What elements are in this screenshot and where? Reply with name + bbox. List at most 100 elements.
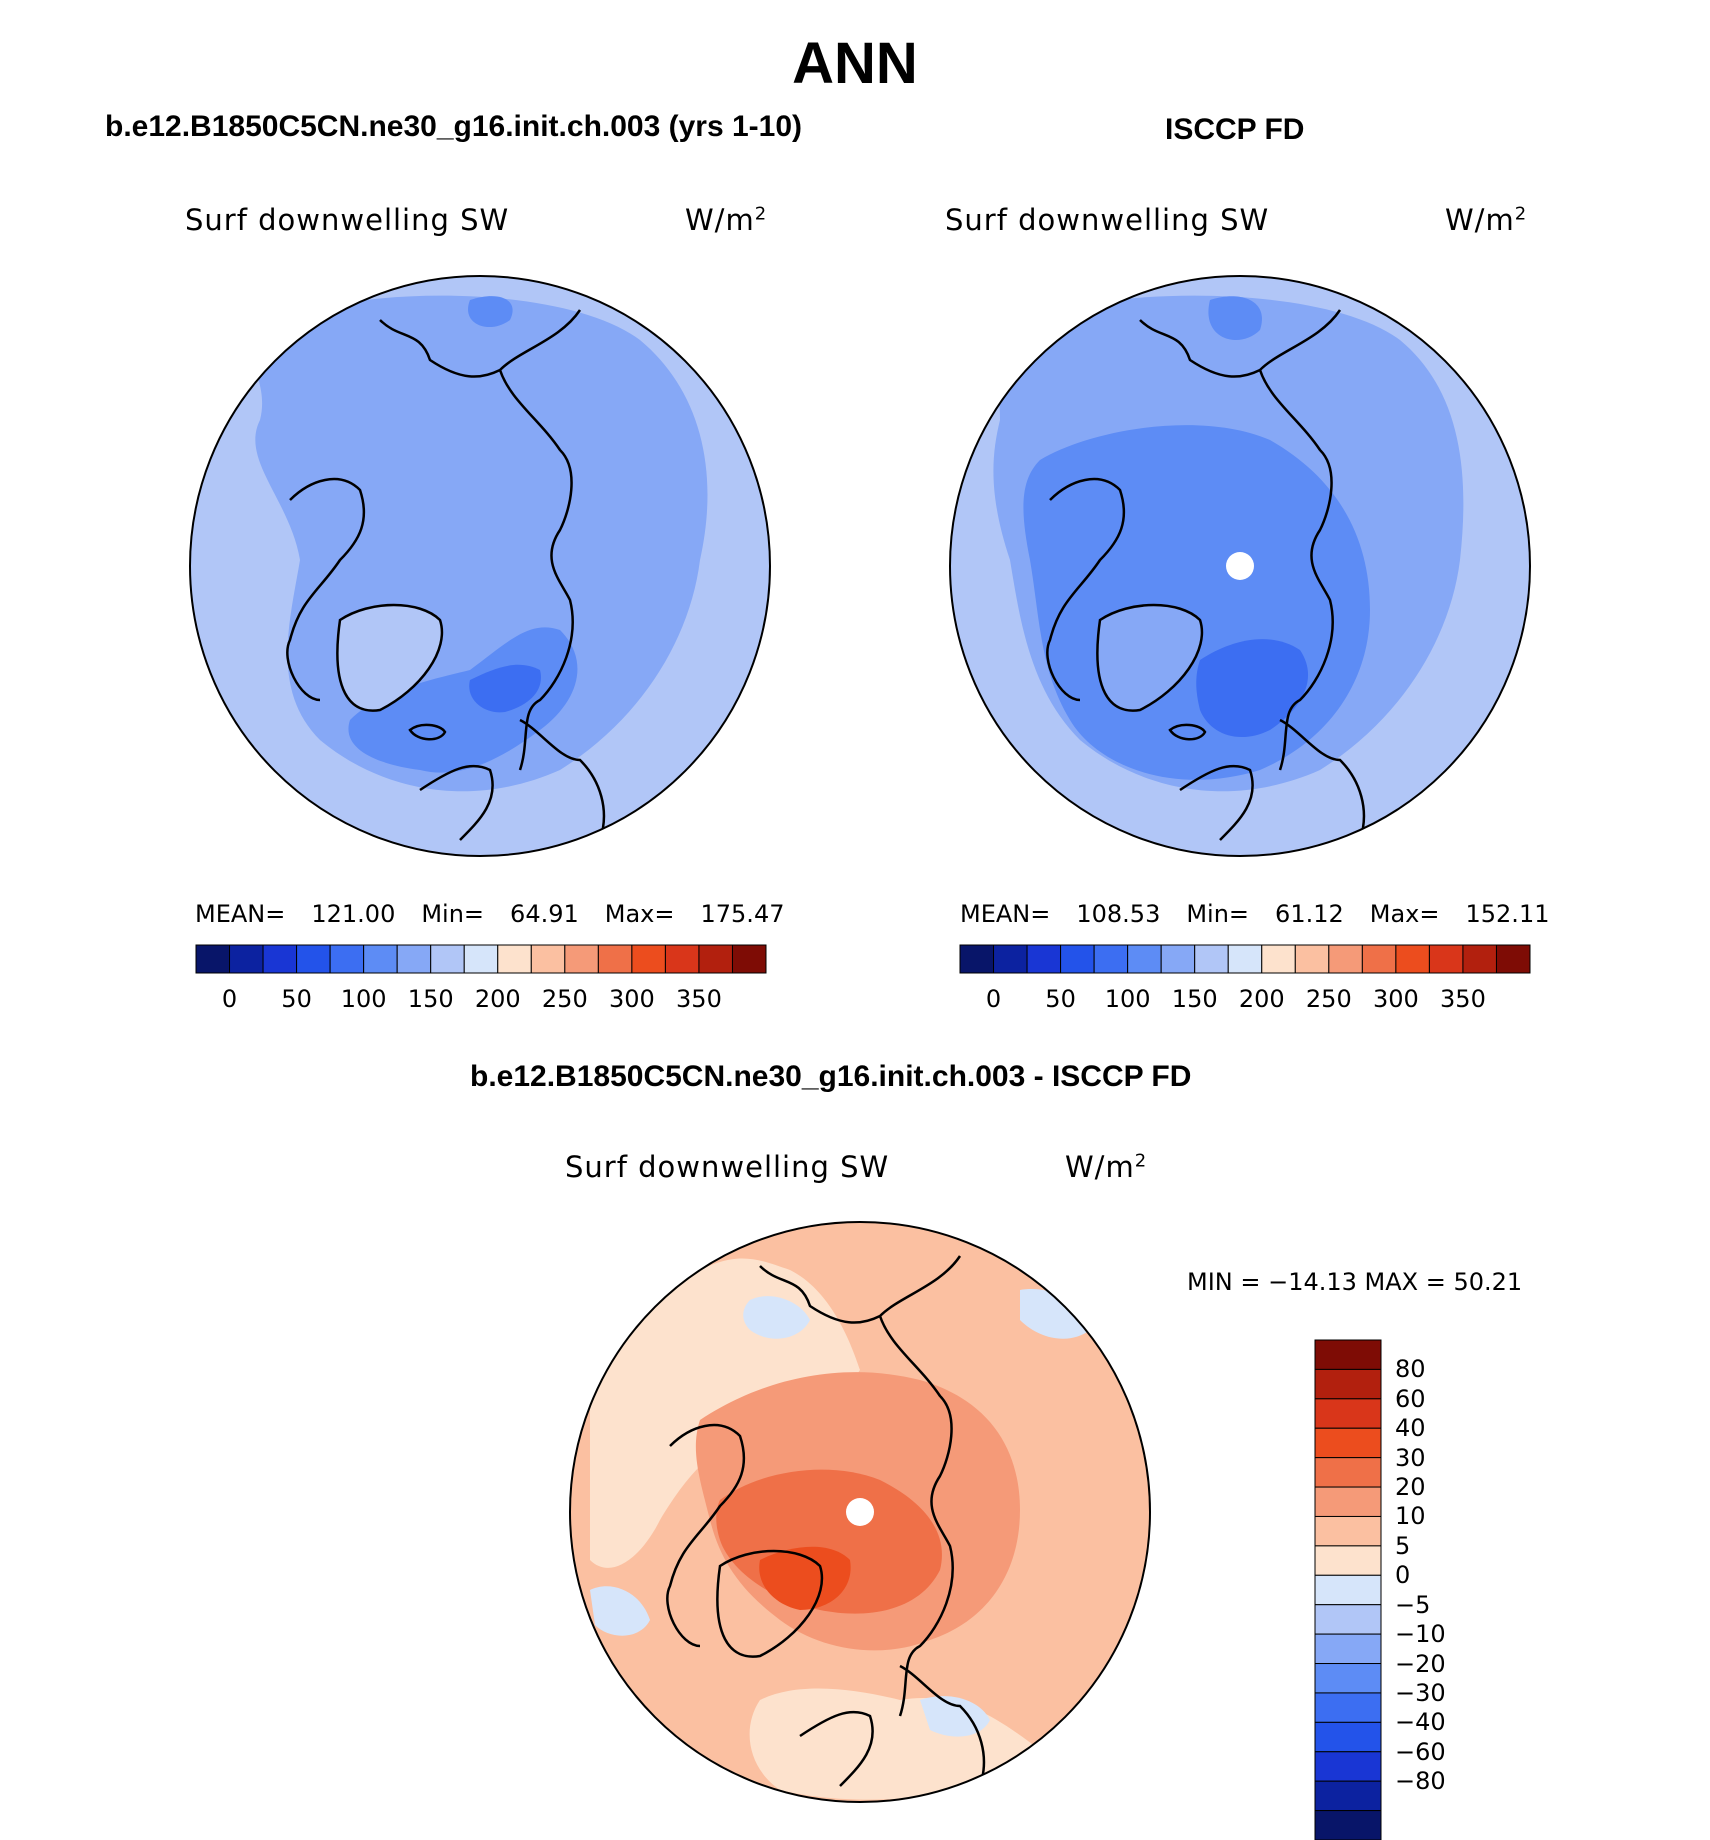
model-field-contour-150 <box>469 664 541 713</box>
obs-max-value: 152.11 <box>1465 900 1550 928</box>
model-colorbar-swatch <box>229 944 264 974</box>
diff-colorbar-tick-label: 5 <box>1395 1531 1411 1560</box>
obs-colorbar-swatch <box>1428 944 1464 974</box>
diff-colorbar-tick-label: −5 <box>1395 1590 1431 1619</box>
obs-panel-title: ISCCP FD <box>1165 113 1305 146</box>
model-coastline-eurasia <box>419 718 606 841</box>
diff-colorbar-ticks: 80 60 40 30 20 10 5 0 −5 −10 −20 −30 −40 −60 −80 <box>1395 1340 1515 1840</box>
obs-colorbar-swatch <box>1227 944 1263 974</box>
obs-field-contour-110 <box>993 295 1464 792</box>
obs-coastline-north-america <box>1046 309 1342 771</box>
diff-variable-label: Surf downwelling SW <box>565 1150 890 1184</box>
obs-colorbar-swatch <box>1261 944 1296 974</box>
diff-field-contour-neg5b <box>1020 1289 1090 1339</box>
obs-min-value: 61.12 <box>1275 900 1344 928</box>
model-colorbar-swatch <box>530 944 566 974</box>
diff-colorbar-swatch <box>1314 1457 1382 1488</box>
model-colorbar-swatch <box>698 944 733 974</box>
obs-colorbar-swatch <box>1294 944 1330 974</box>
model-colorbar-swatch <box>262 944 298 974</box>
model-colorbar-swatch <box>195 944 231 974</box>
model-field-contour-110 <box>252 295 708 792</box>
diff-stats: MIN = −14.13 MAX = 50.21 <box>1187 1268 1523 1296</box>
obs-colorbar-swatch <box>1160 944 1196 974</box>
diff-colorbar-swatch <box>1314 1398 1382 1429</box>
diff-colorbar <box>1314 1339 1382 1840</box>
diff-panel-title: b.e12.B1850C5CN.ne30_g16.init.ch.003 - I… <box>470 1060 1192 1093</box>
diff-coastline-north-america <box>666 1255 962 1717</box>
model-colorbar-swatch <box>463 944 499 974</box>
diff-colorbar-swatch <box>1314 1721 1382 1753</box>
model-mean-value: 121.00 <box>311 900 396 928</box>
diff-colorbar-swatch <box>1314 1604 1382 1635</box>
model-field-background <box>190 276 770 856</box>
diff-field-contour-pos0 <box>590 1258 860 1568</box>
obs-colorbar-swatch <box>1361 944 1397 974</box>
model-coastline-iceland <box>408 723 447 741</box>
obs-colorbar-swatch <box>1495 944 1531 974</box>
diff-field-contour-pos30 <box>759 1546 851 1610</box>
diff-colorbar-tick-label: −30 <box>1395 1678 1446 1707</box>
obs-stats: MEAN= 108.53 Min= 61.12 Max= 152.11 <box>960 900 1550 928</box>
diff-colorbar-tick-label: 0 <box>1395 1561 1411 1590</box>
model-min-value: 64.91 <box>510 900 579 928</box>
diff-colorbar-tick-label: 60 <box>1395 1384 1426 1413</box>
diff-colorbar-swatch <box>1314 1515 1382 1547</box>
obs-colorbar-tick-label: 250 <box>1305 985 1352 1013</box>
model-colorbar-swatch <box>497 944 532 974</box>
model-colorbar-tick-label: 100 <box>340 985 387 1013</box>
model-colorbar-tick-label: 0 <box>221 985 238 1013</box>
model-colorbar-tick-label: 200 <box>474 985 521 1013</box>
obs-field-contour-150 <box>1196 639 1309 738</box>
diff-field-contour-pos0b <box>749 1688 1040 1800</box>
diff-colorbar-swatch <box>1314 1339 1382 1370</box>
figure-title: ANN <box>792 31 918 96</box>
obs-colorbar <box>959 944 1531 974</box>
model-variable-label: Surf downwelling SW <box>185 203 510 237</box>
model-colorbar-swatch <box>631 944 666 974</box>
diff-colorbar-swatch <box>1314 1486 1382 1517</box>
model-units-label: W/m2 <box>685 203 768 237</box>
model-colorbar-tick-label: 150 <box>407 985 454 1013</box>
model-colorbar-tick-label: 350 <box>676 985 722 1013</box>
obs-field-contour-130b <box>1208 296 1262 340</box>
obs-colorbar-tick-label: 350 <box>1440 985 1486 1013</box>
model-coastline-greenland <box>336 603 444 712</box>
diff-colorbar-swatch <box>1314 1427 1382 1459</box>
diff-colorbar-tick-label: −40 <box>1395 1708 1446 1737</box>
obs-pole-missing <box>1226 552 1254 580</box>
model-stats: MEAN= 121.00 Min= 64.91 Max= 175.47 <box>195 900 785 928</box>
obs-colorbar-tick-label: 100 <box>1104 985 1151 1013</box>
model-colorbar-swatch <box>363 944 398 974</box>
model-colorbar-swatch <box>430 944 465 974</box>
obs-colorbar-swatch <box>1462 944 1497 974</box>
obs-field-contour-130 <box>1023 425 1370 780</box>
diff-colorbar-tick-label: −80 <box>1395 1767 1446 1796</box>
diff-colorbar-tick-label: 20 <box>1395 1473 1426 1502</box>
model-greenland-fill <box>337 605 442 711</box>
diff-field-background <box>570 1222 1150 1802</box>
diff-colorbar-tick-label: 10 <box>1395 1502 1426 1531</box>
model-colorbar-swatch <box>564 944 599 974</box>
model-colorbar-tick-label: 300 <box>608 985 655 1013</box>
obs-colorbar-swatch <box>1328 944 1363 974</box>
obs-colorbar-ticks: 0 50 100 150 200 250 300 350 <box>960 985 1530 1015</box>
model-colorbar-tick-label: 250 <box>541 985 588 1013</box>
diff-colorbar-tick-label: −60 <box>1395 1737 1446 1766</box>
diff-field-contour-neg5 <box>743 1296 810 1339</box>
diff-field-contour-neg5d <box>920 1696 990 1737</box>
model-colorbar-swatch <box>664 944 700 974</box>
diff-colorbar-swatch <box>1314 1692 1382 1723</box>
obs-colorbar-swatch <box>959 944 995 974</box>
diff-colorbar-tick-label: −10 <box>1395 1620 1446 1649</box>
model-colorbar-ticks: 0 50 100 150 200 250 300 350 <box>196 985 766 1015</box>
diff-colorbar-tick-label: 30 <box>1395 1443 1426 1472</box>
model-field-contour-130b <box>348 627 578 773</box>
obs-colorbar-tick-label: 300 <box>1372 985 1419 1013</box>
diff-coastline-greenland <box>716 1549 824 1658</box>
diff-field-contour-neg5c <box>590 1586 650 1636</box>
diff-colorbar-swatch <box>1314 1633 1382 1665</box>
model-coastline-north-america <box>286 309 582 771</box>
diff-colorbar-tick-label: 80 <box>1395 1355 1426 1384</box>
diff-pole-missing <box>846 1498 874 1526</box>
